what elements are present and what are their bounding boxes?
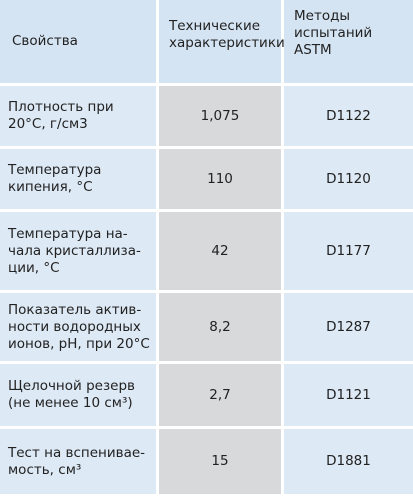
table-cell: D1121 — [284, 364, 413, 426]
cell-text: кипения, °С — [8, 179, 93, 195]
table-cell: 2,7 — [159, 364, 281, 426]
cell-text: 1,075 — [200, 107, 240, 124]
table-cell: 8,2 — [159, 293, 281, 361]
table-cell: 15 — [159, 429, 281, 494]
table-cell: 42 — [159, 212, 281, 290]
cell-text: 42 — [211, 242, 229, 259]
cell-text: чала кристаллиза- — [8, 242, 141, 259]
cell-text: Тест на вспенивае- — [8, 444, 146, 461]
cell-text: D1881 — [326, 453, 371, 469]
table-cell: Методы испытаний ASTM — [284, 0, 413, 83]
table-cell: D1287 — [284, 293, 413, 361]
cell-text: D1120 — [326, 170, 371, 187]
cell-text: Технические — [169, 18, 261, 34]
table-cell: D1881 — [284, 429, 413, 494]
cell-text: 8,2 — [209, 318, 231, 335]
cell-text: D1122 — [326, 107, 371, 124]
cell-text: ности водородных — [8, 318, 141, 335]
table-cell: 1,075 — [159, 86, 281, 146]
cell-text: 15 — [211, 453, 229, 469]
cell-text: характеристики — [169, 35, 285, 51]
cell-text: D1177 — [326, 242, 371, 259]
table-cell: Плотность при 20°С, г/см3 — [0, 86, 156, 146]
table-cell: Тест на вспенивае-мость, см³ — [0, 429, 156, 494]
cell-text: испытаний — [294, 25, 373, 41]
table-cell: Показатель актив-ности водородных ионов, … — [0, 293, 156, 361]
cell-text: Температура на- — [8, 225, 128, 242]
cell-text: D1121 — [326, 386, 371, 403]
cell-text: Показатель актив- — [8, 301, 142, 318]
cell-text: Щелочной резерв — [8, 378, 135, 394]
cell-text: мость, см³ — [8, 461, 82, 478]
cell-text: 20°С, г/см3 — [8, 116, 88, 132]
cell-text: Методы — [294, 8, 351, 24]
table-cell: Температура на-чала кристаллиза-ции, °С — [0, 212, 156, 290]
cell-text: ASTM — [294, 42, 332, 58]
cell-text: Плотность при — [8, 99, 114, 115]
table-cell: Температура кипения, °С — [0, 149, 156, 209]
table-cell: D1177 — [284, 212, 413, 290]
table-cell: D1120 — [284, 149, 413, 209]
cell-text: (не менее 10 см³) — [8, 395, 133, 411]
cell-text: ионов, pH, при 20°С — [8, 335, 150, 352]
table-cell: Технические характеристики — [159, 0, 285, 83]
cell-text: D1287 — [326, 318, 371, 335]
table-cell: Свойства — [0, 0, 156, 83]
table-cell: 110 — [159, 149, 281, 209]
cell-text: 2,7 — [209, 386, 231, 403]
cell-text: 110 — [207, 170, 233, 187]
table-cell: D1122 — [284, 86, 413, 146]
cell-text: ции, °С — [8, 259, 60, 276]
cell-text: Температура — [8, 162, 102, 178]
table-cell: Щелочной резерв (не менее 10 см³) — [0, 364, 156, 426]
cell-text: Свойства — [12, 33, 78, 49]
